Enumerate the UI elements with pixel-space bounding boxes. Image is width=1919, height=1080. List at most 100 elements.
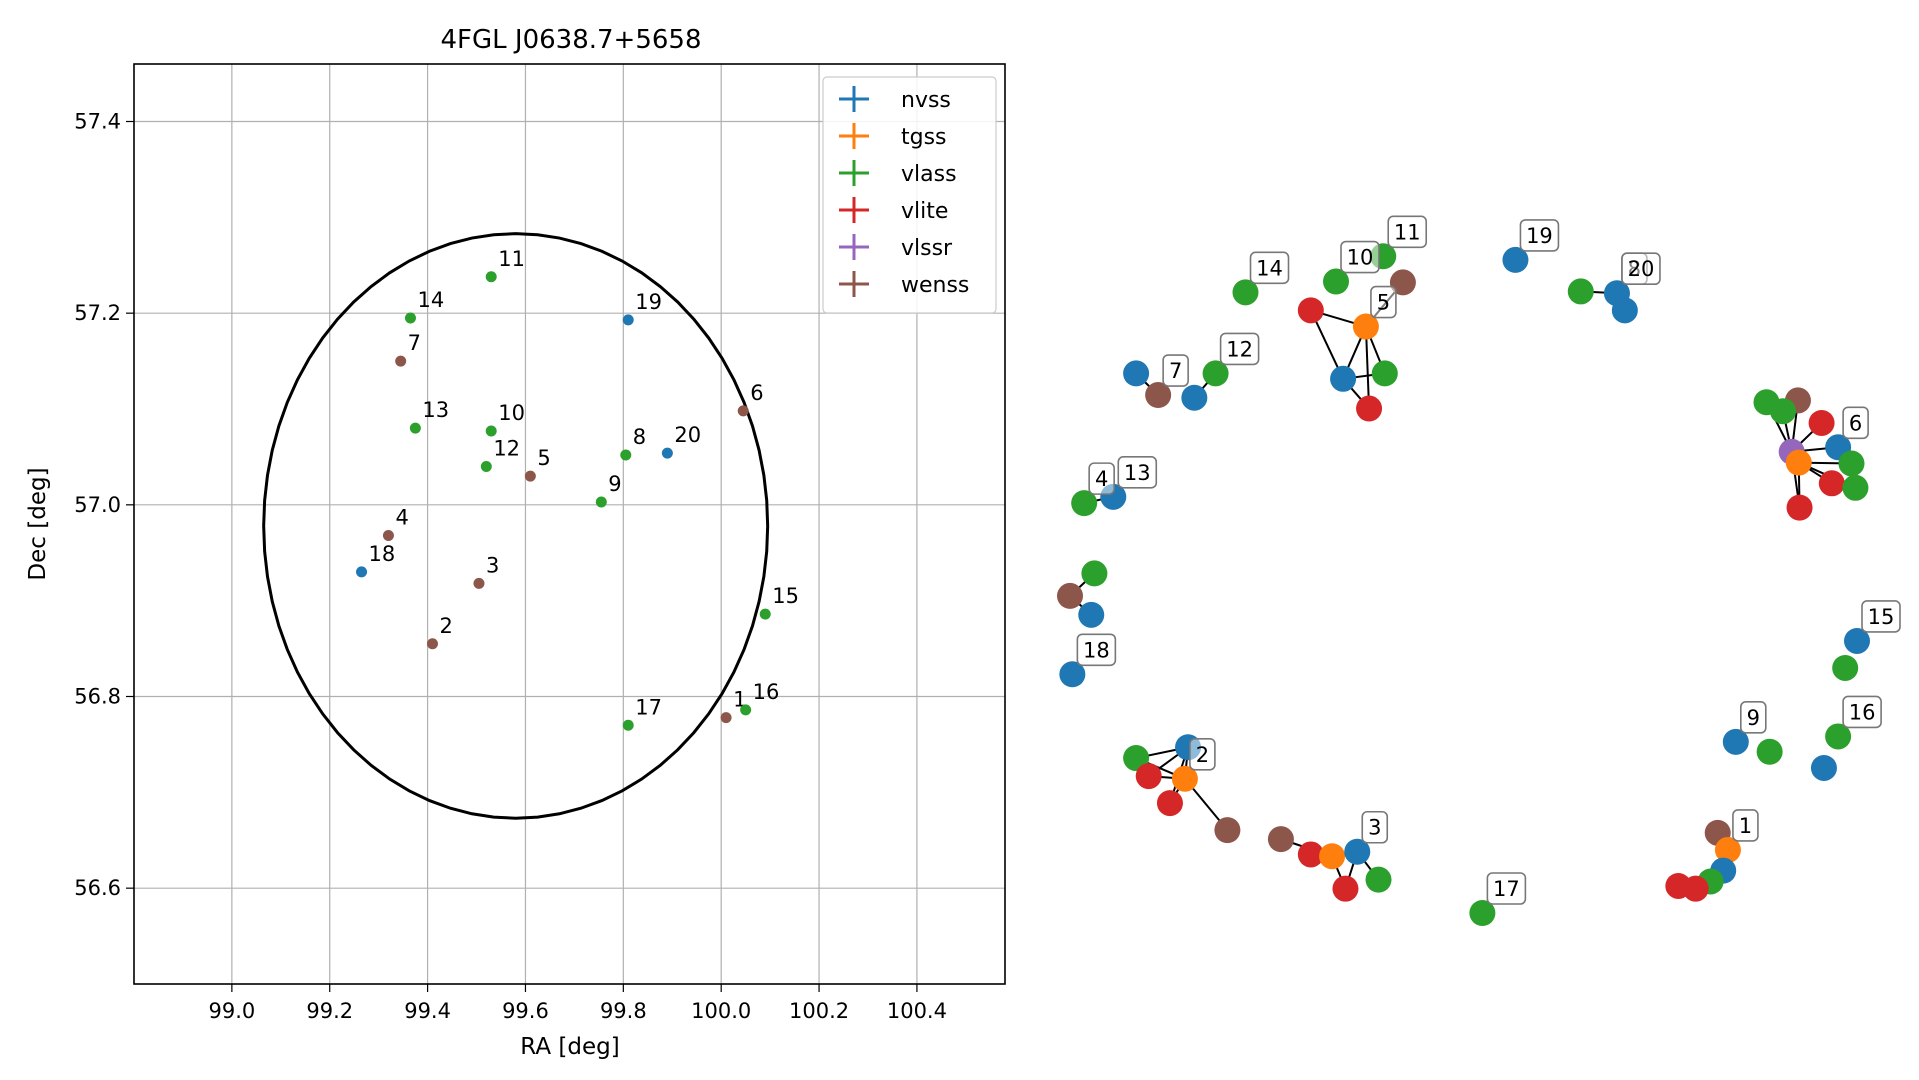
source-label-6: 6 <box>750 381 763 405</box>
graph-node-vlite <box>1332 875 1359 902</box>
legend: nvss tgss vlass vlite vlssr wenss <box>822 76 997 314</box>
source-point-2 <box>426 638 438 650</box>
source-point-16 <box>740 704 752 716</box>
graph-node-vlass <box>1371 360 1398 387</box>
graph-node-wenss <box>1389 269 1416 296</box>
graph-node-tgss <box>1714 836 1741 863</box>
source-point-9 <box>595 496 607 508</box>
graph-label-9: 9 <box>1747 706 1760 730</box>
graph-label-box <box>1842 406 1869 440</box>
chart-title: 4FGL J0638.7+5658 <box>441 25 702 55</box>
graph-node-vlite <box>1356 395 1383 422</box>
source-label-19: 19 <box>635 290 662 314</box>
graph-label-box <box>1732 809 1759 842</box>
graph-node-wenss <box>1214 817 1241 844</box>
y-tick-label: 57.0 <box>74 493 121 517</box>
graph-label-16: 16 <box>1849 700 1876 724</box>
source-point-14 <box>404 312 416 324</box>
source-point-6 <box>737 405 749 417</box>
graph-node-nvss <box>1844 627 1870 654</box>
graph-label-box <box>1219 332 1260 366</box>
graph-label-box <box>1842 695 1882 729</box>
source-point-7 <box>395 355 407 367</box>
graph-label-17: 17 <box>1493 877 1520 901</box>
graph-label-2: 2 <box>1196 743 1209 767</box>
graph-label-box <box>1249 251 1290 285</box>
graph-label-box <box>1117 456 1158 489</box>
source-point-19 <box>622 314 634 326</box>
x-axis-label: RA [deg] <box>520 1034 619 1060</box>
graph-node-vlass <box>1756 738 1783 765</box>
graph-node-vlass <box>1838 450 1865 477</box>
x-tick-label: 99.8 <box>600 999 647 1023</box>
graph-node-vlass <box>1202 360 1229 387</box>
y-tick-label: 56.6 <box>74 876 121 900</box>
graph-node-nvss <box>1611 297 1638 324</box>
graph-label-1: 1 <box>1739 814 1752 838</box>
graph-label-box <box>1361 810 1389 844</box>
localization-ellipse <box>262 232 770 820</box>
source-point-13 <box>409 422 421 434</box>
graph-node-vlite <box>1297 297 1324 324</box>
source-point-10 <box>485 425 497 437</box>
source-label-4: 4 <box>395 506 408 530</box>
graph-node-nvss <box>1123 360 1150 387</box>
source-label-11: 11 <box>498 247 525 271</box>
graph-node-tgss <box>1785 449 1812 476</box>
graph-node-wenss <box>1267 826 1294 853</box>
axis-ticks: 99.0 99.2 99.4 99.6 99.8 100.0 100.2 100.4 56.6 5… <box>74 110 947 1024</box>
graph-node-vlass <box>1123 745 1150 772</box>
graph-label-11: 11 <box>1394 220 1421 244</box>
graph-label-box <box>1740 701 1767 734</box>
graph-label-box <box>1076 633 1117 667</box>
y-axis-label: Dec [deg] <box>25 467 51 580</box>
source-label-10: 10 <box>498 401 525 425</box>
x-tick-label: 99.2 <box>306 999 353 1023</box>
source-point-8 <box>620 449 632 461</box>
graph-node-vlass <box>1567 278 1594 305</box>
graph-label-box <box>1340 240 1380 274</box>
graph-node-vlite <box>1297 841 1324 868</box>
graph-label-box <box>1621 252 1661 286</box>
source-label-5: 5 <box>537 446 550 470</box>
graph-label-box <box>1519 219 1560 252</box>
network-graph-panel: 7121410115198206134181591623171 <box>1057 215 1901 926</box>
x-tick-label: 100.0 <box>691 999 751 1023</box>
graph-node-vlite <box>1156 790 1183 817</box>
graph-label-box <box>1370 285 1397 319</box>
source-label-9: 9 <box>608 472 621 496</box>
graph-node-nvss <box>1722 728 1749 755</box>
graph-node-nvss <box>1330 365 1357 392</box>
graph-node-vlite <box>1135 763 1162 790</box>
graph-label-box <box>1387 215 1428 249</box>
graph-label-box <box>1088 462 1115 495</box>
x-tick-label: 99.6 <box>502 999 549 1023</box>
graph-label-12: 12 <box>1226 337 1253 361</box>
graph-label-3: 3 <box>1368 816 1381 840</box>
source-label-13: 13 <box>422 398 449 422</box>
graph-label-box <box>1861 600 1901 633</box>
graph-node-vlass <box>1323 268 1350 295</box>
source-label-18: 18 <box>369 542 396 566</box>
source-label-2: 2 <box>439 614 452 638</box>
source-point-3 <box>473 577 485 589</box>
source-label-15: 15 <box>772 584 799 608</box>
graph-label-4: 4 <box>1095 467 1108 491</box>
source-label-14: 14 <box>417 288 444 312</box>
x-tick-label: 99.4 <box>404 999 451 1023</box>
source-label-17: 17 <box>635 695 662 719</box>
graph-node-nvss <box>1810 754 1837 781</box>
legend-label-vlssr: vlssr <box>901 236 953 261</box>
source-point-12 <box>480 461 492 472</box>
graph-node-nvss <box>1502 246 1529 273</box>
graph-label-box <box>1162 354 1189 387</box>
source-label-8: 8 <box>633 425 646 449</box>
graph-edge <box>1364 326 1371 409</box>
graph-labels: 7121410115198206134181591623171 <box>1076 215 1901 905</box>
graph-label-box <box>1486 872 1527 905</box>
graph-node-nvss <box>1344 838 1371 865</box>
x-tick-label: 100.4 <box>887 999 947 1023</box>
graph-node-tgss <box>1171 765 1198 792</box>
